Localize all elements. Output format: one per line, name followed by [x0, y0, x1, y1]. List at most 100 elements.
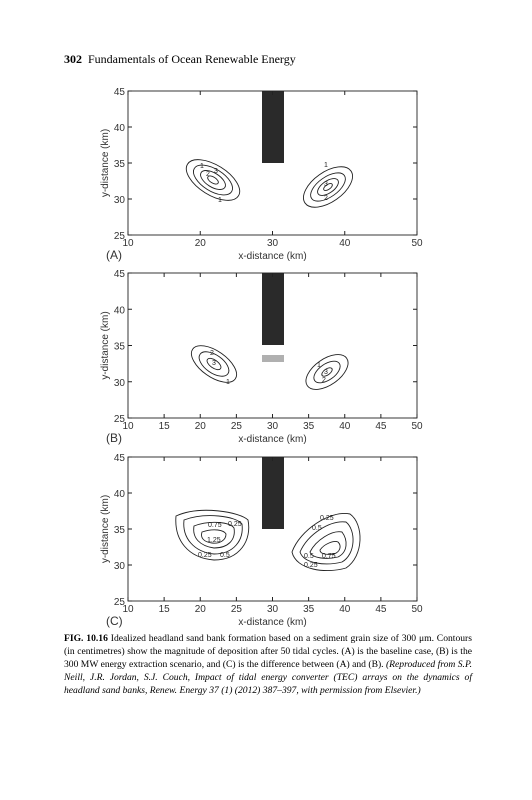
contour-line [207, 175, 219, 185]
y-tick-label: 30 [114, 195, 126, 206]
figure: 1 2 3 1 1 3 2 2 3 1 1 3 2 0.75 0.25 1.25… [100, 87, 423, 628]
y-tick-label: 45 [114, 269, 126, 280]
page-number: 302 [64, 52, 82, 66]
caption-text: Idealized headland sand bank formation b… [64, 633, 472, 670]
contour-group [185, 159, 241, 201]
contour-label: 2 [322, 377, 326, 384]
contour-label: 2 [210, 350, 214, 357]
x-axis-label: x-distance (km) [238, 617, 306, 628]
contour-line [198, 351, 230, 377]
contour-line [299, 521, 354, 565]
x-tick-label: 35 [303, 604, 315, 615]
y-tick-label: 25 [114, 231, 126, 242]
y-tick-label: 30 [114, 561, 126, 572]
y-tick-label: 45 [114, 87, 126, 98]
contour-label: 1 [317, 362, 321, 369]
contour-line [206, 357, 222, 371]
tec-array [262, 355, 284, 362]
contour-line [200, 170, 226, 190]
panel-label: (A) [106, 248, 122, 262]
y-tick-label: 35 [114, 525, 126, 536]
caption-label: FIG. 10.16 [64, 633, 108, 644]
x-tick-label: 10 [122, 604, 134, 615]
contour-line [313, 360, 341, 384]
y-axis-label: y-distance (km) [100, 495, 111, 563]
contour-label: 0.5 [220, 552, 230, 559]
y-tick-label: 45 [114, 453, 126, 464]
panel-label: (B) [106, 431, 122, 445]
x-axis-label: x-distance (km) [238, 434, 306, 445]
contour-label: 0.5 [304, 553, 314, 560]
contour-line [303, 166, 353, 208]
contour-label: 1 [200, 163, 204, 170]
contour-line [321, 367, 333, 377]
contour-line [310, 172, 346, 202]
contour-line [193, 164, 233, 196]
contour-label: 1.25 [207, 537, 221, 544]
caption-credit: (Reproduced from S.P. Neill, J.R. Jordan… [64, 659, 472, 696]
contour-line [183, 515, 243, 555]
contour-label: 3 [214, 168, 218, 175]
contour-label: 0.25 [304, 562, 318, 569]
y-tick-label: 35 [114, 342, 126, 353]
contour-group [305, 354, 349, 390]
contour-label: 3 [324, 181, 328, 188]
x-tick-label: 50 [411, 238, 423, 249]
headland [262, 457, 284, 529]
x-tick-label: 40 [339, 421, 351, 432]
y-tick-label: 25 [114, 597, 126, 608]
contour-line [291, 513, 361, 571]
y-axis-label: y-distance (km) [100, 311, 111, 379]
x-tick-label: 35 [303, 421, 315, 432]
contour-line [309, 531, 347, 559]
contour-label: 1 [226, 379, 230, 386]
x-tick-label: 10 [122, 421, 134, 432]
y-axis-label: y-distance (km) [100, 129, 111, 197]
contour-label: 0.75 [208, 522, 222, 529]
contour-line [319, 541, 341, 555]
x-tick-label: 45 [375, 604, 387, 615]
contour-label: 1 [218, 197, 222, 204]
x-tick-label: 45 [375, 421, 387, 432]
x-tick-label: 20 [195, 421, 207, 432]
contour-label: 0.75 [322, 553, 336, 560]
contour-line [201, 529, 227, 544]
x-tick-label: 25 [231, 421, 243, 432]
caption: FIG. 10.16 Idealized headland sand bank … [64, 632, 472, 697]
contour-group [190, 345, 238, 383]
headland [262, 273, 284, 345]
contour-label: 2 [324, 195, 328, 202]
y-tick-label: 40 [114, 305, 126, 316]
x-tick-label: 10 [122, 238, 134, 249]
y-tick-label: 35 [114, 159, 126, 170]
y-tick-label: 30 [114, 378, 126, 389]
contour-label: 3 [212, 360, 216, 367]
x-tick-label: 40 [339, 238, 351, 249]
x-tick-label: 15 [159, 604, 171, 615]
x-tick-label: 20 [195, 238, 207, 249]
contour-line [193, 521, 235, 549]
contour-label: 0.25 [198, 552, 212, 559]
x-tick-label: 30 [267, 421, 279, 432]
contour-label: 0.25 [320, 515, 334, 522]
contour-line [175, 509, 250, 561]
contour-label: 1 [324, 162, 328, 169]
x-axis-label: x-distance (km) [238, 251, 306, 262]
contour-line [185, 159, 241, 201]
running-title: Fundamentals of Ocean Renewable Energy [88, 52, 296, 66]
y-tick-label: 25 [114, 414, 126, 425]
panel-label: (C) [106, 614, 123, 628]
x-tick-label: 50 [411, 604, 423, 615]
running-head: 302 Fundamentals of Ocean Renewable Energ… [64, 52, 296, 67]
contour-line [305, 354, 349, 390]
contour-line [323, 183, 333, 191]
y-tick-label: 40 [114, 123, 126, 134]
headland [262, 91, 284, 163]
x-tick-label: 20 [195, 604, 207, 615]
contour-line [317, 178, 339, 196]
x-tick-label: 30 [267, 238, 279, 249]
x-tick-label: 50 [411, 421, 423, 432]
y-tick-label: 40 [114, 489, 126, 500]
x-tick-label: 15 [159, 421, 171, 432]
